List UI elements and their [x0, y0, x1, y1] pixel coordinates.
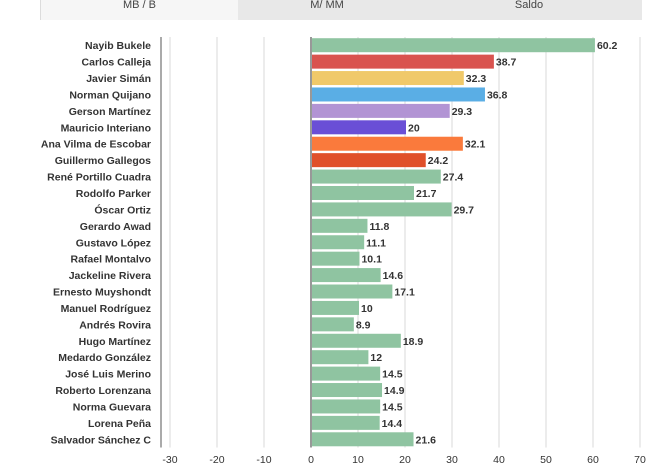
category-label-3: Norman Quijano	[69, 89, 151, 101]
data-label-7: 24.2	[428, 155, 449, 167]
tab-saldo-label: Saldo	[514, 0, 544, 11]
category-label-20: José Luis Merino	[65, 369, 151, 381]
data-label-16: 10	[361, 303, 373, 315]
bar-14	[312, 268, 381, 283]
bar-23	[312, 415, 380, 430]
data-label-12: 11.1	[366, 237, 386, 249]
data-label-17: 8.9	[356, 319, 371, 331]
bar-19	[312, 350, 369, 365]
category-label-14: Jackeline Rivera	[69, 270, 151, 282]
data-label-24: 21.6	[416, 434, 437, 446]
category-label-22: Norma Guevara	[73, 401, 151, 413]
bar-22	[312, 399, 381, 414]
category-label-1: Carlos Calleja	[82, 57, 152, 69]
bar-8	[312, 169, 441, 184]
data-label-0: 60.2	[597, 40, 618, 52]
category-label-5: Mauricio Interiano	[61, 122, 151, 134]
bar-12	[312, 235, 365, 250]
x-tick-label-3: 0	[308, 454, 314, 466]
category-label-13: Rafael Montalvo	[70, 254, 151, 266]
data-label-18: 18.9	[403, 336, 424, 348]
data-label-1: 38.7	[496, 57, 517, 69]
x-tick-label-10: 70	[634, 454, 646, 466]
data-label-8: 27.4	[443, 172, 464, 184]
tab-m-mm-label: M/ MM	[310, 0, 344, 11]
tab-m-mm[interactable]: M/ MM	[238, 0, 416, 20]
category-label-24: Salvador Sánchez C	[51, 434, 152, 446]
bar-3	[312, 87, 485, 102]
data-label-11: 11.8	[369, 221, 389, 233]
data-label-20: 14.5	[382, 369, 403, 381]
data-label-23: 14.4	[382, 418, 403, 430]
data-label-10: 29.7	[454, 204, 475, 216]
data-label-9: 21.7	[416, 188, 437, 200]
data-label-15: 17.1	[394, 287, 415, 299]
x-tick-label-4: 10	[352, 454, 364, 466]
data-label-6: 32.1	[465, 139, 486, 151]
bar-21	[312, 383, 383, 398]
category-label-15: Ernesto Muyshondt	[53, 287, 152, 299]
bar-0	[312, 38, 595, 53]
category-label-18: Hugo Martínez	[79, 336, 151, 348]
bar-17	[312, 317, 354, 332]
tab-saldo[interactable]: Saldo	[416, 0, 642, 20]
data-label-13: 10.1	[361, 254, 382, 266]
x-tick-label-1: -20	[209, 454, 224, 466]
category-label-8: René Portillo Cuadra	[47, 172, 151, 184]
data-label-14: 14.6	[383, 270, 404, 282]
bar-13	[312, 251, 360, 266]
category-label-10: Óscar Ortiz	[94, 203, 151, 216]
bar-4	[312, 103, 450, 118]
bar-24	[312, 432, 414, 447]
chart-tab-bar: MB / B M/ MM Saldo	[40, 0, 642, 20]
category-label-23: Lorena Peña	[88, 418, 151, 430]
data-label-22: 14.5	[382, 401, 403, 413]
category-label-9: Rodolfo Parker	[76, 188, 151, 200]
category-label-12: Gustavo López	[76, 237, 151, 249]
bar-5	[312, 120, 406, 135]
category-label-6: Ana Vilma de Escobar	[41, 139, 151, 151]
data-label-5: 20	[408, 122, 420, 134]
category-label-19: Medardo González	[58, 352, 151, 364]
bar-2	[312, 71, 464, 86]
data-label-19: 12	[370, 352, 382, 364]
tab-mb-b-label: MB / B	[122, 0, 156, 11]
category-label-11: Gerardo Awad	[80, 221, 151, 233]
bar-11	[312, 218, 368, 233]
x-tick-label-7: 40	[493, 454, 505, 466]
x-tick-label-9: 60	[587, 454, 599, 466]
category-label-0: Nayib Bukele	[85, 40, 151, 52]
data-label-21: 14.9	[384, 385, 405, 397]
x-tick-label-8: 50	[540, 454, 552, 466]
data-label-3: 36.8	[487, 89, 508, 101]
category-label-17: Andrés Rovira	[79, 319, 151, 331]
bar-6	[312, 136, 463, 151]
bar-10	[312, 202, 452, 217]
x-tick-label-0: -30	[162, 454, 177, 466]
x-tick-label-5: 20	[399, 454, 411, 466]
category-label-2: Javier Simán	[86, 73, 151, 85]
x-tick-label-6: 30	[446, 454, 458, 466]
category-label-7: Guillermo Gallegos	[55, 155, 151, 167]
bar-9	[312, 185, 414, 200]
category-label-21: Roberto Lorenzana	[55, 385, 151, 397]
bar-15	[312, 284, 393, 299]
bar-1	[312, 54, 494, 69]
bar-7	[312, 153, 426, 168]
x-tick-label-2: -10	[256, 454, 271, 466]
data-label-2: 32.3	[466, 73, 487, 85]
data-label-4: 29.3	[452, 106, 473, 118]
tab-mb-b[interactable]: MB / B	[40, 0, 238, 20]
category-label-4: Gerson Martínez	[69, 106, 151, 118]
bar-16	[312, 300, 359, 315]
category-label-16: Manuel Rodríguez	[61, 303, 151, 315]
bar-20	[312, 366, 381, 381]
bar-18	[312, 333, 401, 348]
